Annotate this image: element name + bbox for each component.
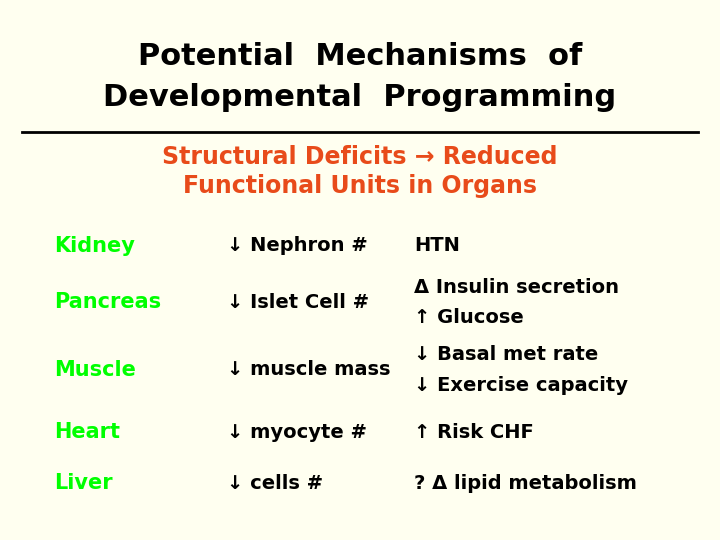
Text: Functional Units in Organs: Functional Units in Organs bbox=[183, 174, 537, 198]
Text: ↑ Risk CHF: ↑ Risk CHF bbox=[414, 422, 534, 442]
Text: ↓ myocyte #: ↓ myocyte # bbox=[227, 422, 366, 442]
Text: HTN: HTN bbox=[414, 236, 460, 255]
Text: ↓ cells #: ↓ cells # bbox=[227, 474, 323, 493]
Text: ↑ Glucose: ↑ Glucose bbox=[414, 308, 523, 327]
Text: Δ Insulin secretion: Δ Insulin secretion bbox=[414, 278, 619, 297]
Text: ? Δ lipid metabolism: ? Δ lipid metabolism bbox=[414, 474, 637, 493]
Text: ↓ Basal met rate: ↓ Basal met rate bbox=[414, 345, 598, 364]
Text: ↓ Exercise capacity: ↓ Exercise capacity bbox=[414, 375, 628, 395]
Text: Structural Deficits → Reduced: Structural Deficits → Reduced bbox=[162, 145, 558, 168]
Text: Developmental  Programming: Developmental Programming bbox=[104, 83, 616, 112]
Text: Pancreas: Pancreas bbox=[54, 292, 161, 313]
Text: Muscle: Muscle bbox=[54, 360, 136, 380]
Text: ↓ Islet Cell #: ↓ Islet Cell # bbox=[227, 293, 369, 312]
Text: Kidney: Kidney bbox=[54, 235, 135, 256]
Text: Liver: Liver bbox=[54, 473, 112, 494]
Text: ↓ Nephron #: ↓ Nephron # bbox=[227, 236, 367, 255]
Text: ↓ muscle mass: ↓ muscle mass bbox=[227, 360, 390, 380]
Text: Heart: Heart bbox=[54, 422, 120, 442]
Text: Potential  Mechanisms  of: Potential Mechanisms of bbox=[138, 42, 582, 71]
